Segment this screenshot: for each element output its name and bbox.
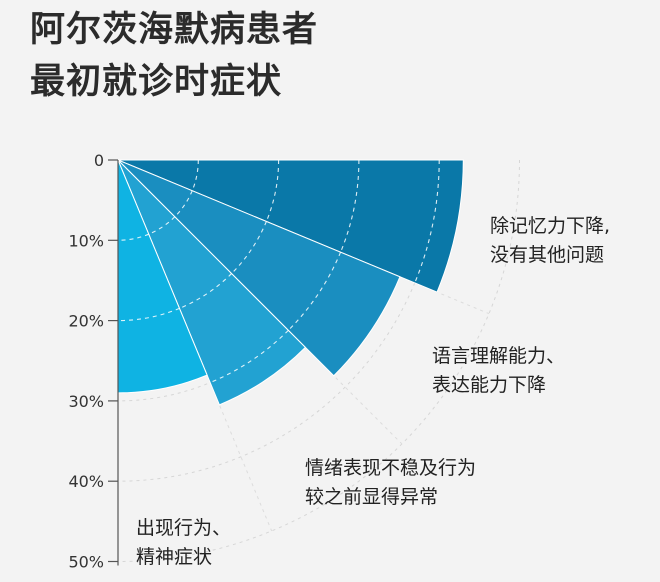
grid-arc-inner: [174, 190, 193, 218]
grid-arc-inner: [231, 221, 267, 274]
grid-arc-inner: [117, 307, 180, 322]
segment-label-line: 没有其他问题: [490, 244, 605, 266]
chart-sectors: [117, 159, 464, 406]
grid-arc-inner: [117, 233, 149, 241]
grid-arcs-foreground: [117, 159, 440, 384]
chart-sector: [117, 159, 401, 377]
grid-arc-inner: [148, 216, 176, 235]
segment-label-line: 语言理解能力、: [432, 345, 566, 367]
y-axis-tick-label: 30%: [68, 392, 104, 411]
grid-arc-inner: [265, 159, 280, 222]
segment-label-line: 表达能力下降: [432, 374, 547, 396]
segment-label-line: 精神症状: [136, 546, 213, 568]
segment-label-mood-behavior: 情绪表现不稳及行为 较之前显得异常: [305, 454, 476, 512]
y-axis: 0 10% 20% 30% 40% 50%: [68, 151, 119, 572]
segment-label-line: 较之前显得异常: [305, 486, 439, 508]
segment-label-line: 出现行为、: [136, 517, 232, 539]
chart-title-line-2: 最初就诊时症状: [30, 62, 283, 102]
segment-label-memory-decline: 除记忆力下降, 没有其他问题: [490, 212, 610, 270]
y-axis-tick-label: 10%: [68, 231, 104, 250]
chart-title-line-1: 阿尔茨海默病患者: [30, 10, 319, 50]
chart-sector: [117, 159, 464, 293]
grid-arc-inner: [179, 273, 232, 309]
grid-arc-inner: [191, 159, 199, 191]
grid-arc: [117, 159, 440, 482]
segment-label-psychiatric-symptoms: 出现行为、 精神症状: [136, 514, 231, 572]
segment-label-language-decline: 语言理解能力、 表达能力下降: [432, 342, 565, 400]
segment-label-line: 情绪表现不稳及行为: [305, 457, 477, 479]
grid-arc: [117, 159, 520, 562]
y-axis-tick-label: 0: [94, 151, 104, 170]
y-axis-tick-label: 40%: [68, 472, 104, 491]
y-axis-tick-label: 20%: [68, 312, 104, 331]
chart-title: 阿尔茨海默病患者 最初就诊时症状: [30, 4, 318, 108]
segment-label-line: 除记忆力下降,: [490, 215, 611, 237]
y-axis-tick-label: 50%: [68, 553, 104, 572]
chart-sector: [117, 159, 307, 406]
grid-arc-inner: [414, 159, 440, 284]
